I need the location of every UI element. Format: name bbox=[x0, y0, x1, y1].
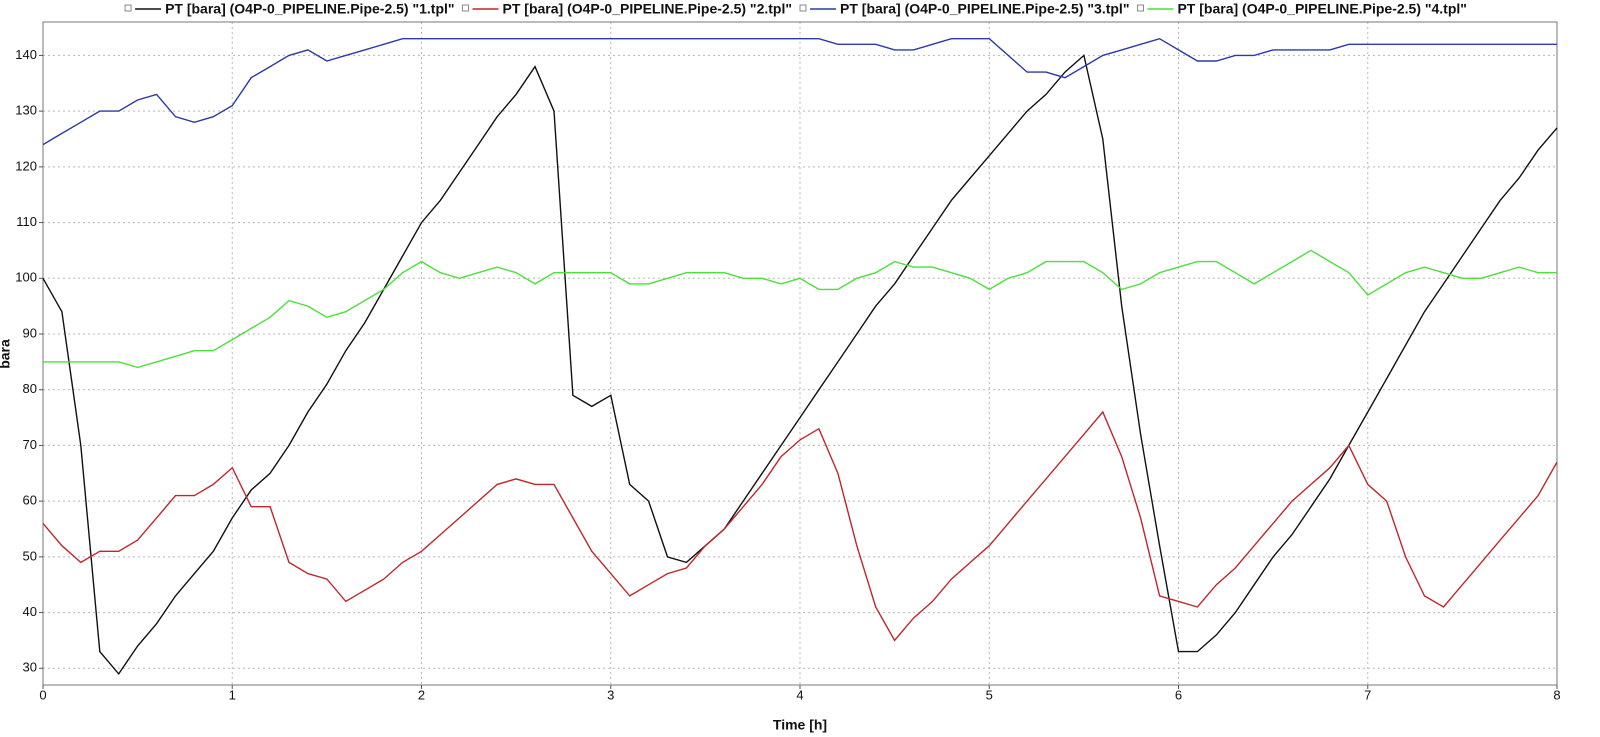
legend-label: PT [bara] (O4P-0_PIPELINE.Pipe-2.5) "4.t… bbox=[1177, 1, 1466, 17]
series-line bbox=[42, 410, 1558, 642]
x-tick-label: 8 bbox=[1553, 687, 1560, 702]
series-line bbox=[42, 54, 1558, 676]
legend-item: PT [bara] (O4P-0_PIPELINE.Pipe-2.5) "2.t… bbox=[462, 1, 792, 17]
x-tick-label: 6 bbox=[1175, 687, 1182, 702]
legend-checkbox bbox=[799, 4, 807, 12]
y-tick-label: 70 bbox=[23, 437, 37, 452]
legend-label: PT [bara] (O4P-0_PIPELINE.Pipe-2.5) "2.t… bbox=[503, 1, 792, 17]
legend-label: PT [bara] (O4P-0_PIPELINE.Pipe-2.5) "1.t… bbox=[165, 1, 454, 17]
legend-checkbox bbox=[462, 4, 470, 12]
legend-item: PT [bara] (O4P-0_PIPELINE.Pipe-2.5) "1.t… bbox=[124, 1, 455, 17]
y-tick-label: 40 bbox=[23, 604, 37, 619]
x-tick-label: 5 bbox=[986, 687, 993, 702]
y-tick-label: 140 bbox=[15, 47, 37, 62]
x-tick-label: 4 bbox=[796, 687, 803, 702]
legend-checkbox bbox=[1136, 4, 1144, 12]
legend-checkbox bbox=[124, 4, 132, 12]
y-tick-label: 50 bbox=[23, 548, 37, 563]
legend: PT [bara] (O4P-0_PIPELINE.Pipe-2.5) "1.t… bbox=[124, 1, 1467, 17]
x-axis-title: Time [h] bbox=[773, 717, 827, 733]
legend-label: PT [bara] (O4P-0_PIPELINE.Pipe-2.5) "3.t… bbox=[840, 1, 1129, 17]
y-tick-label: 80 bbox=[23, 381, 37, 396]
y-tick-label: 60 bbox=[23, 493, 37, 508]
x-tick-label: 0 bbox=[39, 687, 46, 702]
x-tick-label: 2 bbox=[418, 687, 425, 702]
y-axis-title: bara bbox=[0, 339, 13, 369]
y-tick-label: 90 bbox=[23, 325, 37, 340]
y-tick-label: 30 bbox=[23, 660, 37, 675]
legend-item: PT [bara] (O4P-0_PIPELINE.Pipe-2.5) "3.t… bbox=[799, 1, 1129, 17]
x-tick-label: 3 bbox=[607, 687, 614, 702]
legend-item: PT [bara] (O4P-0_PIPELINE.Pipe-2.5) "4.t… bbox=[1136, 1, 1467, 17]
x-tick-label: 1 bbox=[229, 687, 236, 702]
y-tick-label: 100 bbox=[15, 270, 37, 285]
series-line bbox=[43, 249, 1557, 369]
y-tick-label: 120 bbox=[15, 158, 37, 173]
y-tick-label: 130 bbox=[15, 103, 37, 118]
x-tick-label: 7 bbox=[1364, 687, 1371, 702]
y-tick-label: 110 bbox=[16, 214, 37, 229]
series-line bbox=[42, 37, 1557, 146]
